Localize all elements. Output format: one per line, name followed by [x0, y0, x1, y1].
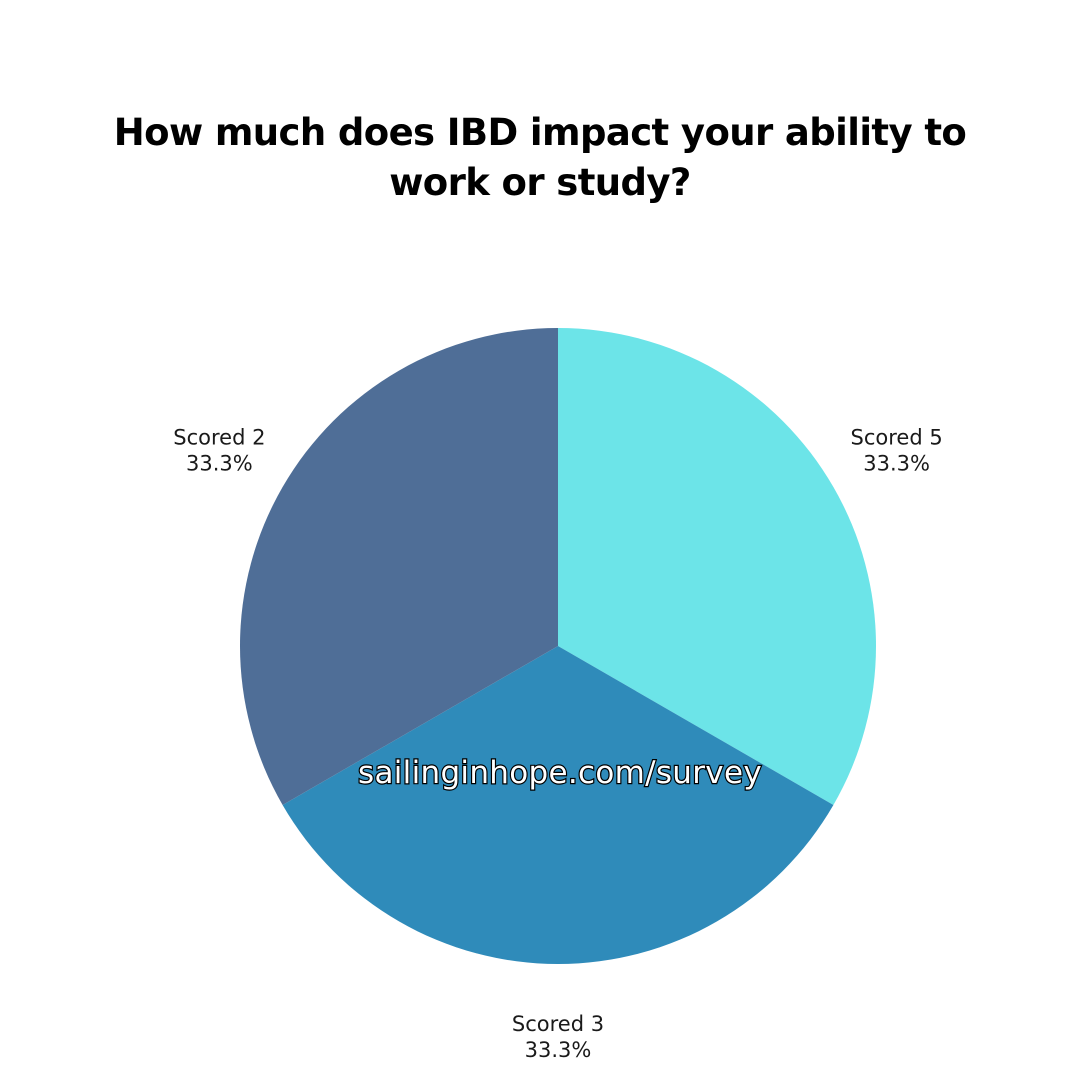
slice-label: Scored 333.3% [512, 1012, 604, 1062]
slice-category-label: Scored 5 [851, 426, 943, 450]
slice-category-label: Scored 2 [173, 426, 265, 450]
pie-slices [239, 328, 876, 964]
pie-slice-scored-3 [282, 646, 834, 964]
slice-label: Scored 233.3% [173, 426, 265, 476]
chart-title: How much does IBD impact your ability to… [113, 111, 967, 204]
slice-value-label: 33.3% [863, 452, 930, 476]
slice-labels: Scored 533.3%Scored 333.3%Scored 233.3% [173, 426, 942, 1063]
slice-value-label: 33.3% [525, 1038, 592, 1062]
slice-value-label: 33.3% [186, 452, 253, 476]
pie-slice-scored-2 [239, 328, 558, 805]
slice-label: Scored 533.3% [851, 426, 943, 476]
slice-category-label: Scored 3 [512, 1012, 604, 1036]
watermark-text: sailinginhope.com/survey [358, 755, 762, 791]
pie-slice-scored-5 [558, 328, 876, 805]
